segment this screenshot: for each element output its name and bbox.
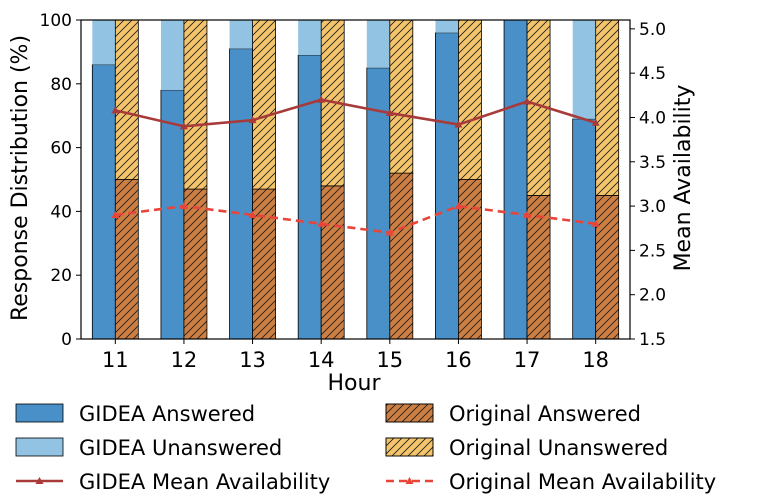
legend-original-mean-availability-label: Original Mean Availability	[449, 470, 716, 494]
y2-tick-label: 3.5	[639, 153, 666, 173]
bar-original-answered-hatch	[595, 195, 620, 340]
bar-original-unanswered-hatch	[458, 19, 482, 180]
gidea-mean-availability-point	[317, 95, 326, 103]
bar-original-answered-hatch	[458, 179, 482, 340]
gidea-mean-availability-point	[523, 97, 532, 105]
legend-gidea-answered-swatch	[15, 403, 64, 423]
legend-original-unanswered-swatch-hatch	[385, 437, 434, 457]
bar-gidea-unanswered	[366, 20, 390, 68]
gidea-mean-availability-line	[115, 98, 597, 128]
bar-original-answered-hatch	[183, 188, 208, 340]
y2-tick-label: 5.0	[639, 20, 666, 40]
x-tick-label: 13	[239, 348, 266, 372]
legend-gidea-mean-availability-marker	[35, 477, 44, 484]
y2-tick-label: 4.5	[639, 64, 666, 84]
y2-tick-label: 4.0	[639, 108, 666, 128]
y2-tick-label: 1.5	[639, 330, 666, 350]
bar-gidea-unanswered	[229, 20, 253, 49]
bar-gidea-answered	[572, 118, 597, 340]
y-tick-label: 0	[61, 330, 72, 350]
bar-original-unanswered-hatch	[114, 19, 139, 180]
x-tick-label: 11	[102, 348, 129, 372]
original-mean-availability-point	[591, 219, 600, 227]
bar-gidea-unanswered	[160, 20, 184, 91]
y2-axis-label: Mean Availability	[671, 85, 696, 272]
original-mean-availability-point	[523, 210, 532, 218]
x-axis-label: Hour	[328, 371, 382, 396]
bar-original-unanswered-hatch	[183, 19, 208, 190]
y2-tick-label: 2.5	[639, 241, 666, 261]
bar-original-answered-hatch	[114, 179, 139, 340]
gidea-mean-availability-point	[385, 109, 394, 117]
y-tick-label: 40	[50, 202, 72, 222]
legend-original-answered-label: Original Answered	[449, 402, 641, 426]
plot-frame	[80, 19, 631, 340]
original-mean-availability-point	[317, 219, 326, 227]
x-tick-label: 16	[445, 348, 472, 372]
original-mean-availability-point	[385, 228, 394, 236]
y-tick-label: 80	[50, 75, 72, 95]
y-axis-left: 0 20 40 60 80 100	[40, 11, 81, 350]
legend-gidea-mean-availability-label: GIDEA Mean Availability	[79, 470, 330, 494]
x-tick-label: 15	[376, 348, 403, 372]
gidea-mean-availability-point	[591, 118, 600, 126]
legend-original-answered-swatch-hatch	[385, 403, 434, 423]
gidea-mean-availability-point	[179, 122, 188, 130]
bar-original-answered-hatch	[320, 185, 345, 340]
x-tick-label: 14	[308, 348, 335, 372]
lines-layer	[111, 95, 600, 236]
bar-original-unanswered-hatch	[595, 19, 620, 196]
legend-gidea-unanswered-label: GIDEA Unanswered	[79, 436, 282, 460]
x-tick-label: 18	[582, 348, 609, 372]
bar-gidea-answered	[160, 89, 185, 340]
y-tick-label: 60	[50, 139, 72, 159]
x-tick-label: 17	[514, 348, 541, 372]
original-mean-availability-point	[454, 202, 463, 210]
y-tick-label: 20	[50, 266, 72, 286]
y-axis-right: 1.5 2.0 2.5 3.0 3.5 4.0 4.5 5.0	[630, 20, 666, 350]
legend-gidea-answered-label: GIDEA Answered	[79, 402, 255, 426]
bar-gidea-answered	[503, 19, 528, 340]
gidea-mean-availability-point	[248, 116, 257, 124]
bar-original-answered-hatch	[252, 188, 276, 340]
x-tick-label: 12	[171, 348, 198, 372]
bar-gidea-unanswered	[572, 20, 596, 119]
y-axis-label: Response Distribution (%)	[8, 35, 33, 321]
bar-gidea-answered	[91, 64, 116, 340]
y2-tick-label: 2.0	[639, 286, 666, 306]
gidea-mean-availability-point	[111, 106, 120, 114]
legend-gidea-unanswered-swatch	[15, 437, 64, 457]
legend-original-unanswered-label: Original Unanswered	[449, 436, 668, 460]
bar-gidea-unanswered	[435, 20, 459, 33]
bar-original-unanswered-hatch	[252, 19, 276, 190]
original-mean-availability-line	[115, 204, 596, 234]
plot-area	[91, 19, 620, 340]
y2-tick-label: 3.0	[639, 197, 666, 217]
original-mean-availability-point	[111, 210, 120, 218]
legend: GIDEA Answered Original Answered GIDEA Una…	[15, 402, 716, 494]
original-mean-availability-point	[179, 202, 188, 210]
bar-gidea-unanswered	[92, 20, 116, 65]
bar-gidea-answered	[435, 32, 459, 340]
y-tick-label: 100	[40, 11, 72, 31]
bar-gidea-unanswered	[298, 20, 322, 56]
bar-gidea-answered	[229, 48, 253, 340]
bar-original-unanswered-hatch	[389, 19, 414, 174]
bar-original-answered-hatch	[389, 172, 414, 340]
gidea-mean-availability-point	[454, 120, 463, 128]
original-mean-availability-point	[248, 210, 257, 218]
x-axis: 11 12 13 14 15 16 17 18	[102, 339, 609, 372]
legend-original-mean-availability-marker	[405, 477, 414, 484]
bar-gidea-answered	[297, 54, 322, 340]
